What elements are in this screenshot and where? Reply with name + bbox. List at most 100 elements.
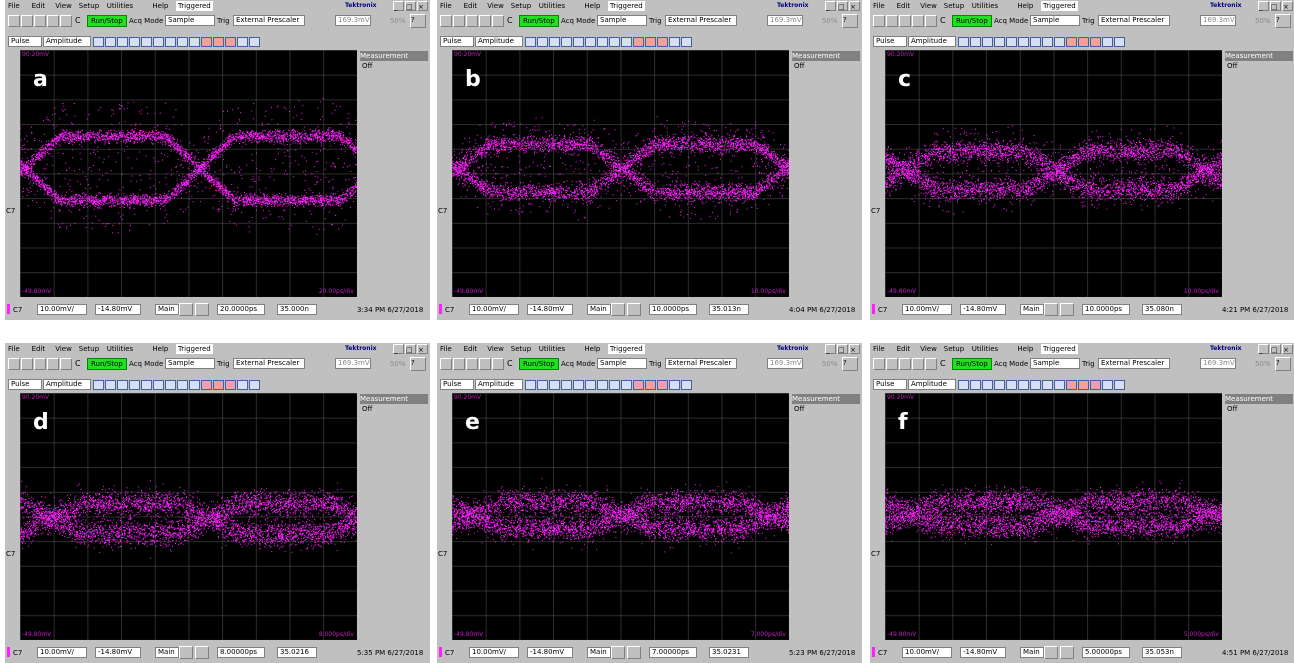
- acq-mode-select[interactable]: Sample: [1030, 15, 1080, 26]
- window-button[interactable]: ×: [1282, 344, 1293, 354]
- status-channel[interactable]: C7: [13, 305, 22, 315]
- tool-icon[interactable]: [925, 15, 937, 27]
- menu-item[interactable]: Edit: [897, 1, 911, 11]
- measure-icon[interactable]: [525, 380, 536, 390]
- help-button[interactable]: ?: [410, 14, 426, 28]
- tool-icon[interactable]: [912, 15, 924, 27]
- trig-source-select[interactable]: External Prescaler: [233, 358, 305, 369]
- menu-item[interactable]: View: [55, 1, 72, 11]
- pulse-select[interactable]: Pulse: [440, 379, 474, 390]
- measure-icon[interactable]: [1030, 37, 1041, 47]
- tool-icon[interactable]: [60, 358, 72, 370]
- measure-icon[interactable]: [982, 380, 993, 390]
- measure-icon[interactable]: [153, 37, 164, 47]
- status-channel[interactable]: C7: [445, 648, 454, 658]
- help-button[interactable]: ?: [410, 357, 426, 371]
- measure-icon[interactable]: [1090, 380, 1101, 390]
- measure-icon[interactable]: [609, 37, 620, 47]
- menu-item[interactable]: Setup: [79, 1, 99, 11]
- measure-icon[interactable]: [1018, 37, 1029, 47]
- status-position[interactable]: 35.0216: [277, 647, 317, 658]
- help-button[interactable]: ?: [1275, 14, 1291, 28]
- window-button[interactable]: □: [837, 344, 848, 354]
- measure-icon[interactable]: [201, 37, 212, 47]
- measure-icon[interactable]: [561, 380, 572, 390]
- tool-icon[interactable]: [873, 358, 885, 370]
- menu-item[interactable]: Utilities: [107, 344, 133, 354]
- zoom-button[interactable]: [1044, 646, 1058, 659]
- run-stop-button[interactable]: Run/Stop: [87, 358, 127, 370]
- measure-icon[interactable]: [1042, 37, 1053, 47]
- help-button[interactable]: ?: [842, 357, 858, 371]
- measure-icon[interactable]: [225, 37, 236, 47]
- help-button[interactable]: ?: [1275, 357, 1291, 371]
- status-view[interactable]: Main: [587, 304, 611, 315]
- help-button[interactable]: ?: [842, 14, 858, 28]
- zoom-button[interactable]: [611, 646, 625, 659]
- tool-icon[interactable]: [21, 15, 33, 27]
- measure-icon[interactable]: [165, 380, 176, 390]
- measure-icon[interactable]: [165, 37, 176, 47]
- menu-item[interactable]: Utilities: [539, 1, 565, 11]
- run-stop-button[interactable]: Run/Stop: [519, 358, 559, 370]
- menu-item[interactable]: View: [920, 344, 937, 354]
- measure-icon[interactable]: [213, 380, 224, 390]
- tool-icon[interactable]: [492, 358, 504, 370]
- status-timebase[interactable]: 20.0000ps: [217, 304, 265, 315]
- menu-item[interactable]: File: [440, 1, 452, 11]
- window-button[interactable]: □: [1270, 344, 1281, 354]
- measure-icon[interactable]: [609, 380, 620, 390]
- pulse-select[interactable]: Pulse: [873, 379, 907, 390]
- measure-icon[interactable]: [141, 37, 152, 47]
- trig-source-select[interactable]: External Prescaler: [665, 15, 737, 26]
- menu-item[interactable]: File: [8, 1, 20, 11]
- measure-icon[interactable]: [633, 37, 644, 47]
- trig-source-select[interactable]: External Prescaler: [1098, 15, 1170, 26]
- zoom-button[interactable]: [611, 303, 625, 316]
- status-offset[interactable]: -14.80mV: [95, 304, 141, 315]
- measure-icon[interactable]: [669, 37, 680, 47]
- zoom-button[interactable]: [195, 646, 209, 659]
- window-button[interactable]: ×: [849, 1, 860, 11]
- window-button[interactable]: □: [837, 1, 848, 11]
- status-position[interactable]: 35.080n: [1142, 304, 1182, 315]
- tool-icon[interactable]: [440, 15, 452, 27]
- measure-icon[interactable]: [105, 37, 116, 47]
- tool-icon[interactable]: [453, 358, 465, 370]
- status-offset[interactable]: -14.80mV: [95, 647, 141, 658]
- zoom-button[interactable]: [179, 303, 193, 316]
- measure-icon[interactable]: [1114, 37, 1125, 47]
- measure-icon[interactable]: [994, 37, 1005, 47]
- measure-icon[interactable]: [1006, 37, 1017, 47]
- menu-item[interactable]: Help: [584, 344, 600, 354]
- tool-icon[interactable]: [21, 358, 33, 370]
- tool-icon[interactable]: [466, 15, 478, 27]
- window-button[interactable]: _: [393, 1, 404, 11]
- measure-icon[interactable]: [585, 380, 596, 390]
- status-position[interactable]: 35.013n: [709, 304, 749, 315]
- acq-mode-select[interactable]: Sample: [1030, 358, 1080, 369]
- window-button[interactable]: _: [393, 344, 404, 354]
- window-button[interactable]: _: [825, 344, 836, 354]
- tool-icon[interactable]: [8, 358, 20, 370]
- measure-icon[interactable]: [573, 380, 584, 390]
- menu-item[interactable]: Utilities: [972, 344, 998, 354]
- menu-item[interactable]: View: [55, 344, 72, 354]
- trig-source-select[interactable]: External Prescaler: [233, 15, 305, 26]
- menu-item[interactable]: Edit: [464, 344, 478, 354]
- measure-icon[interactable]: [1030, 380, 1041, 390]
- menu-item[interactable]: Help: [1017, 1, 1033, 11]
- window-button[interactable]: □: [405, 1, 416, 11]
- amplitude-select[interactable]: Amplitude: [43, 379, 91, 390]
- zoom-button[interactable]: [627, 646, 641, 659]
- measure-icon[interactable]: [141, 380, 152, 390]
- measure-icon[interactable]: [633, 380, 644, 390]
- status-position[interactable]: 35.000n: [277, 304, 317, 315]
- menu-item[interactable]: View: [920, 1, 937, 11]
- measure-icon[interactable]: [597, 380, 608, 390]
- measure-icon[interactable]: [153, 380, 164, 390]
- menu-item[interactable]: Help: [152, 344, 168, 354]
- tool-icon[interactable]: [899, 15, 911, 27]
- menu-item[interactable]: Edit: [897, 344, 911, 354]
- tool-icon[interactable]: [466, 358, 478, 370]
